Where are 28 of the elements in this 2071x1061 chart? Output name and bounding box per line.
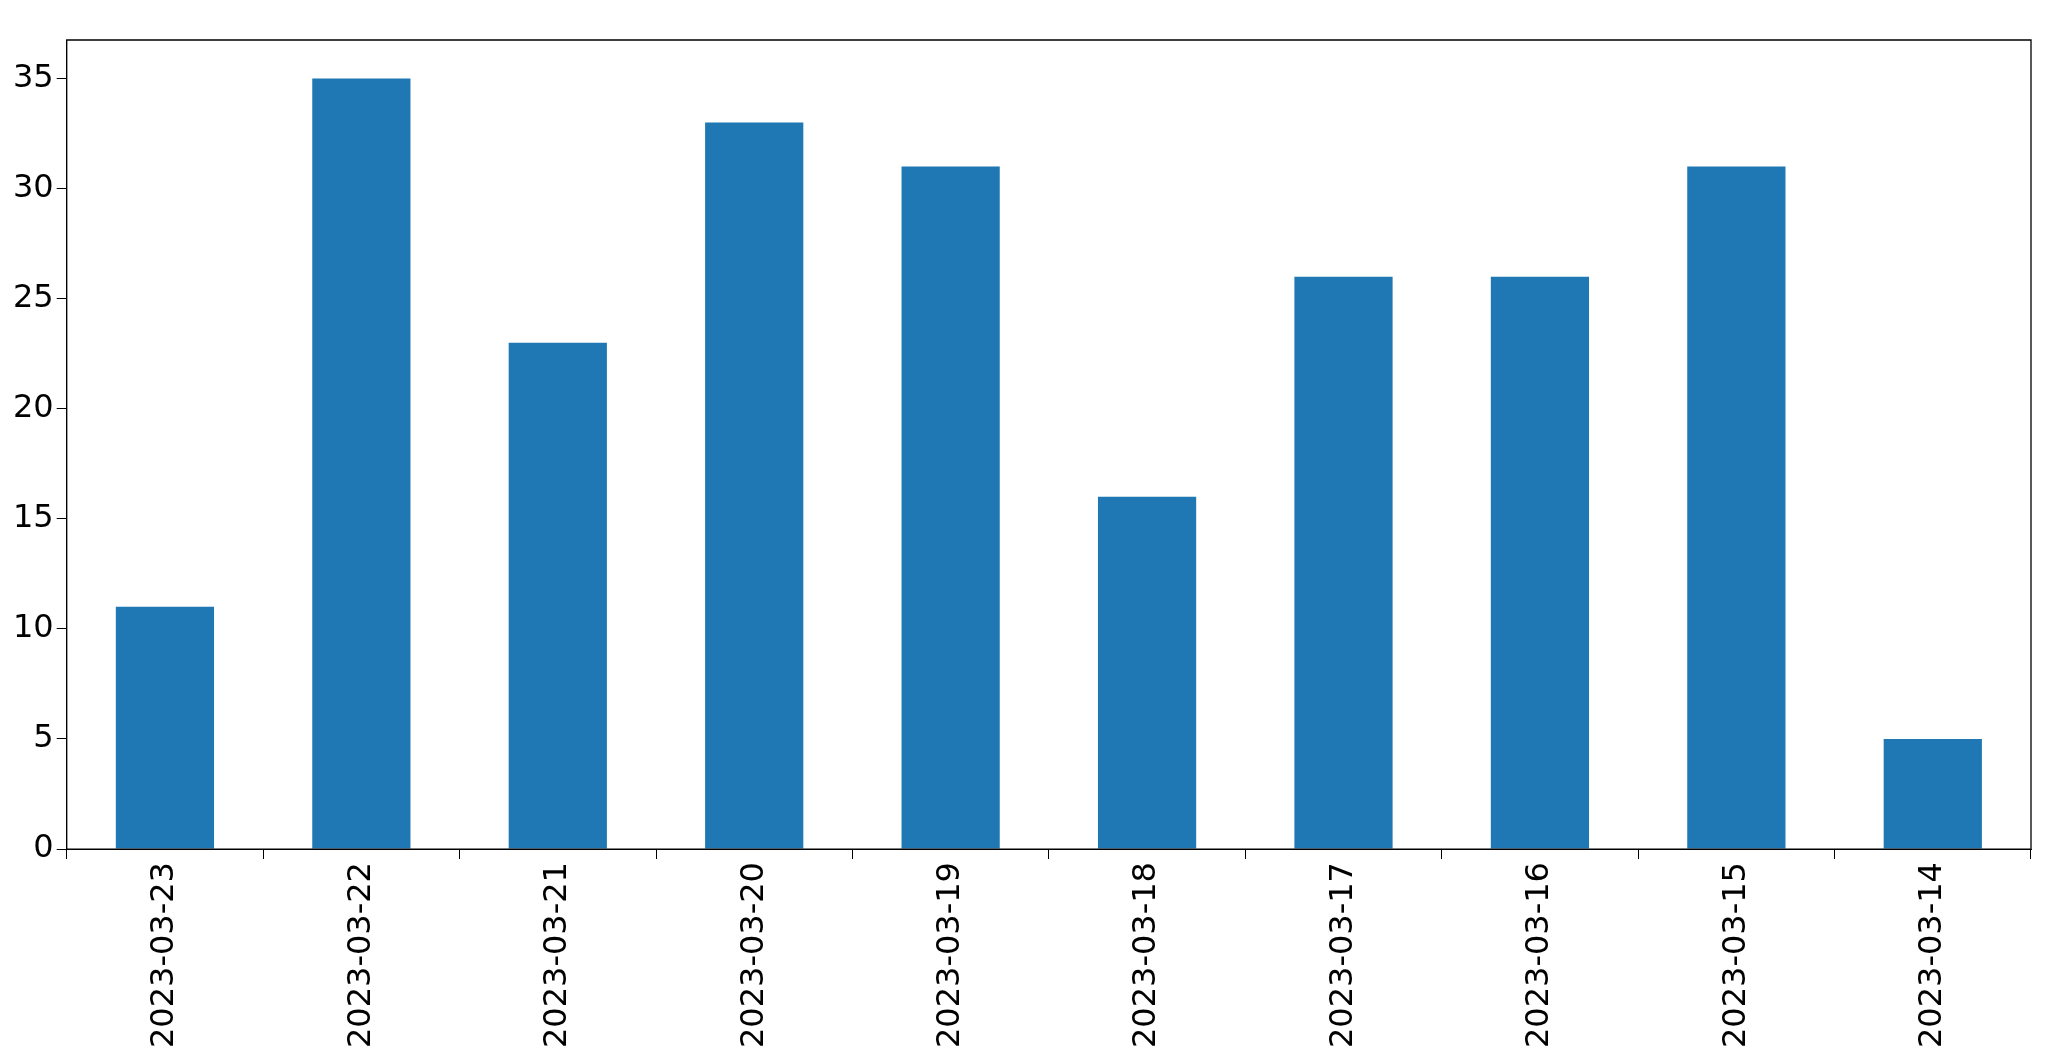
bar: [312, 78, 411, 849]
y-tick-label: 10: [13, 607, 54, 646]
bar: [705, 122, 804, 849]
x-tick-label: 2023-03-15: [1714, 862, 1753, 1048]
bar: [1687, 166, 1786, 849]
x-tick-label: 2023-03-20: [732, 862, 771, 1048]
bar: [508, 342, 607, 849]
y-tick-label: 0: [33, 827, 54, 866]
bar: [1294, 276, 1393, 849]
y-tick-label: 25: [13, 276, 54, 315]
bar: [901, 166, 1000, 849]
x-tick-label: 2023-03-22: [339, 862, 378, 1048]
bar: [1490, 276, 1590, 849]
x-tick-label: 2023-03-23: [143, 862, 182, 1048]
x-tick-label: 2023-03-16: [1518, 862, 1557, 1048]
x-tick-label: 2023-03-21: [536, 862, 575, 1048]
y-tick-label: 35: [13, 56, 54, 95]
x-tick-label: 2023-03-14: [1911, 862, 1950, 1048]
y-tick-label: 30: [13, 166, 54, 205]
bar: [115, 606, 215, 849]
x-tick-label: 2023-03-17: [1321, 862, 1360, 1048]
y-tick-label: 5: [33, 717, 54, 756]
x-tick-label: 2023-03-18: [1125, 862, 1164, 1048]
y-tick-label: 20: [13, 387, 54, 426]
bar: [1097, 496, 1197, 849]
bar: [1883, 738, 1982, 849]
y-tick-label: 15: [13, 497, 54, 536]
x-tick-label: 2023-03-19: [928, 862, 967, 1048]
